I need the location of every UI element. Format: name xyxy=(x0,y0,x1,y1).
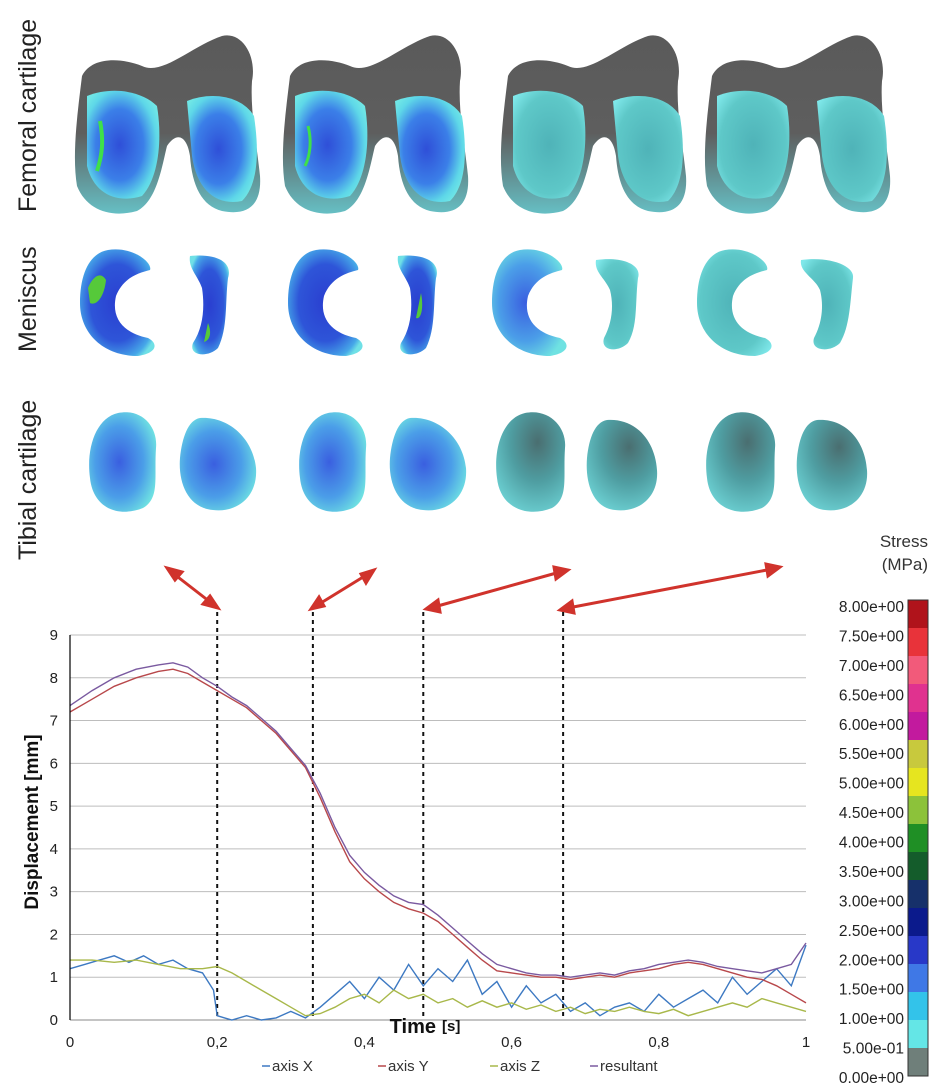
arrow-4 xyxy=(556,562,784,615)
colorbar-label: 1.00e+00 xyxy=(839,1011,904,1028)
colorbar-swatch xyxy=(908,740,928,769)
colorbar-label: 3.50e+00 xyxy=(839,864,904,881)
colorbar-swatch xyxy=(908,908,928,937)
colorbar-swatch xyxy=(908,1048,928,1077)
colorbar-swatch xyxy=(908,684,928,713)
x-tick-label: 1 xyxy=(802,1034,810,1051)
arrow-1 xyxy=(163,565,222,611)
y-axis-title: Displacement [mm] xyxy=(22,734,43,909)
y-tick-label: 3 xyxy=(50,884,58,901)
colorbar-swatch xyxy=(908,936,928,965)
colorbar-labels: 8.00e+00 7.50e+00 7.00e+00 6.50e+00 6.00e+00… xyxy=(839,599,904,1086)
displacement-chart: 0 1 2 3 4 5 6 7 8 9 0 0,2 0,4 0,6 0,8 1 Displacement [… xyxy=(22,612,810,1075)
x-tick-label: 0,2 xyxy=(207,1034,228,1051)
femoral-frame-1 xyxy=(74,35,261,214)
tibial-frame-1 xyxy=(89,412,257,512)
series-line-axis-z xyxy=(70,959,807,1017)
series-line-axis-y xyxy=(69,668,807,1004)
meniscus-row xyxy=(80,249,854,356)
tibial-frame-4 xyxy=(706,412,868,512)
y-tick-label: 6 xyxy=(50,755,58,772)
x-tick-label: 0,8 xyxy=(648,1034,669,1051)
tibial-frame-3 xyxy=(496,412,658,512)
colorbar-swatch xyxy=(908,1020,928,1049)
legend-label: axis Y xyxy=(388,1058,429,1075)
legend-label: axis Z xyxy=(500,1058,540,1075)
arrow-2 xyxy=(307,567,378,612)
y-tick-label: 2 xyxy=(50,926,58,943)
colorbar-label: 4.00e+00 xyxy=(839,835,904,852)
y-tick-label: 4 xyxy=(50,841,58,858)
femoral-cartilage-row xyxy=(74,35,891,214)
stress-colorbar: Stress (MPa) 8.00e+00 7.50e+00 7.00e+00 6.5… xyxy=(839,532,929,1086)
x-tick-label: 0,4 xyxy=(354,1034,375,1051)
femoral-frame-4 xyxy=(704,35,891,214)
colorbar-swatch xyxy=(908,628,928,657)
colorbar-label: 8.00e+00 xyxy=(839,599,904,616)
meniscus-frame-3 xyxy=(492,249,639,356)
legend-label: resultant xyxy=(600,1058,658,1075)
legend-item-axis-z: axis Z xyxy=(490,1058,540,1075)
series-line-resultant xyxy=(69,662,807,978)
x-axis-unit: [s] xyxy=(442,1018,460,1035)
x-tick-labels: 0 0,2 0,4 0,6 0,8 1 xyxy=(66,1034,810,1051)
grid-lines xyxy=(70,634,806,1021)
colorbar-label: 5.00e+00 xyxy=(839,776,904,793)
tibial-cartilage-row xyxy=(89,412,868,512)
colorbar-label: 2.00e+00 xyxy=(839,952,904,969)
colorbar-swatch xyxy=(908,992,928,1021)
time-arrows xyxy=(163,562,784,615)
legend-item-axis-x: axis X xyxy=(262,1058,313,1075)
y-tick-label: 9 xyxy=(50,627,58,644)
y-tick-label: 0 xyxy=(50,1012,58,1029)
colorbar-label: 4.50e+00 xyxy=(839,805,904,822)
colorbar-swatch xyxy=(908,768,928,797)
y-tick-labels: 0 1 2 3 4 5 6 7 8 9 xyxy=(50,627,58,1029)
y-tick-label: 1 xyxy=(50,969,58,986)
colorbar-swatches xyxy=(907,599,929,1077)
colorbar-label: 7.00e+00 xyxy=(839,658,904,675)
femoral-frame-2 xyxy=(282,35,469,214)
meniscus-frame-1 xyxy=(80,249,229,356)
tibial-frame-2 xyxy=(299,412,467,512)
colorbar-label: 7.50e+00 xyxy=(839,628,904,645)
stress-unit: (MPa) xyxy=(882,555,928,574)
x-tick-label: 0 xyxy=(66,1034,74,1051)
legend-item-resultant: resultant xyxy=(590,1058,658,1075)
legend-item-axis-y: axis Y xyxy=(378,1058,429,1075)
x-tick-label: 0,6 xyxy=(501,1034,522,1051)
y-tick-label: 7 xyxy=(50,713,58,730)
colorbar-swatch xyxy=(908,796,928,825)
y-tick-label: 8 xyxy=(50,670,58,687)
colorbar-swatch xyxy=(908,880,928,909)
series-lines xyxy=(69,662,807,1021)
chart-legend: axis X axis Y axis Z resultant xyxy=(262,1058,658,1075)
x-axis-title: Time xyxy=(390,1016,436,1038)
colorbar-swatch xyxy=(908,656,928,685)
colorbar-swatch xyxy=(908,852,928,881)
series-line-axis-x xyxy=(69,944,807,1021)
colorbar-label: 0.00e+00 xyxy=(839,1070,904,1086)
colorbar-swatch xyxy=(908,600,928,629)
colorbar-label: 2.50e+00 xyxy=(839,923,904,940)
y-tick-label: 5 xyxy=(50,798,58,815)
colorbar-label: 6.50e+00 xyxy=(839,687,904,704)
colorbar-label: 5.50e+00 xyxy=(839,746,904,763)
legend-label: axis X xyxy=(272,1058,313,1075)
meniscus-frame-4 xyxy=(697,249,854,356)
time-marker-lines xyxy=(216,612,565,1020)
femoral-frame-3 xyxy=(500,35,687,214)
colorbar-swatch xyxy=(908,824,928,853)
colorbar-swatch xyxy=(908,712,928,741)
meniscus-frame-2 xyxy=(288,249,437,356)
colorbar-label: 1.50e+00 xyxy=(839,982,904,999)
colorbar-label: 3.00e+00 xyxy=(839,893,904,910)
colorbar-label: 5.00e-01 xyxy=(843,1041,904,1058)
stress-title: Stress xyxy=(880,532,928,551)
colorbar-label: 6.00e+00 xyxy=(839,717,904,734)
colorbar-border xyxy=(907,599,929,1077)
colorbar-swatch xyxy=(908,964,928,993)
arrow-3 xyxy=(422,565,572,614)
